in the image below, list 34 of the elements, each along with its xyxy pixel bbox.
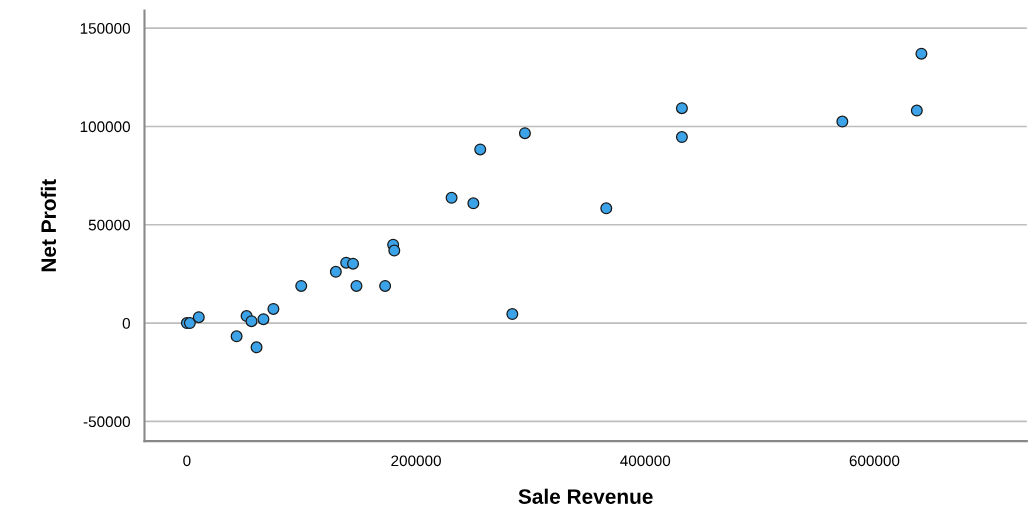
- x-tick-label: 600000: [849, 455, 900, 467]
- point: [474, 143, 487, 156]
- point: [600, 202, 613, 215]
- point: [267, 302, 280, 315]
- point: [506, 308, 519, 321]
- point: [329, 265, 342, 278]
- point: [379, 279, 392, 292]
- point: [518, 127, 531, 140]
- x-axis-title: Sale Revenue: [518, 488, 653, 504]
- point: [675, 131, 688, 144]
- y-tick-label: 100000: [80, 121, 130, 133]
- x-tick-label: 200000: [391, 455, 441, 467]
- point: [257, 313, 270, 326]
- y-tick-label: -50000: [83, 416, 130, 428]
- point: [467, 197, 480, 210]
- x-tick-label: 0: [183, 455, 191, 467]
- point: [192, 311, 205, 324]
- point: [836, 115, 849, 128]
- point: [250, 341, 263, 354]
- point: [388, 244, 401, 257]
- point: [350, 279, 363, 292]
- point: [910, 104, 923, 117]
- point: [915, 47, 928, 60]
- y-tick-label: 0: [122, 317, 130, 329]
- point: [295, 279, 308, 292]
- point: [245, 315, 258, 328]
- point: [675, 102, 688, 115]
- y-tick-label: 150000: [80, 23, 130, 34]
- point: [445, 191, 458, 204]
- point: [230, 330, 243, 343]
- y-tick-label: 50000: [88, 219, 130, 231]
- x-tick-label: 400000: [620, 455, 671, 467]
- point: [347, 257, 360, 270]
- y-axis-title: Net Profit: [40, 179, 57, 272]
